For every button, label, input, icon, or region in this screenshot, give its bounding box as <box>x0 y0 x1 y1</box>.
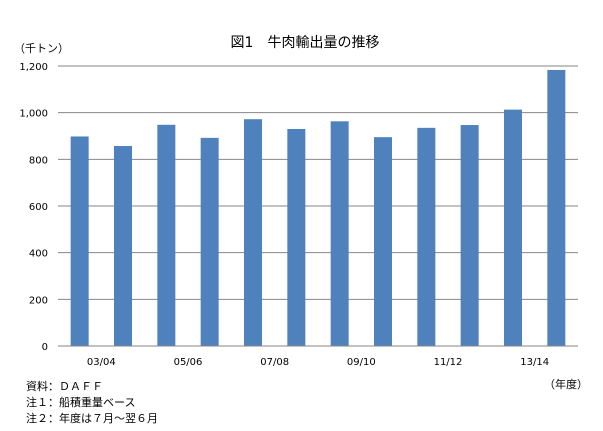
bar <box>70 136 89 346</box>
y-tick-label: 0 <box>42 342 48 353</box>
x-tick-label: 11/12 <box>434 357 463 368</box>
bar <box>287 129 306 346</box>
x-tick-label: 09/10 <box>347 357 376 368</box>
x-tick-labels: 03/04 05/06 07/08 09/10 11/12 13/14 <box>87 357 549 368</box>
x-tick-label: 03/04 <box>87 357 116 368</box>
note-2: 注２：年度は７月～翌６月 <box>26 411 158 425</box>
bars <box>70 69 566 347</box>
gridlines <box>58 65 578 300</box>
y-tick-label: 1,200 <box>19 62 48 73</box>
bar <box>504 109 522 346</box>
bar <box>547 69 566 346</box>
y-tick-label: 400 <box>29 249 48 260</box>
source-note: 資料：ＤＡＦＦ <box>26 379 103 393</box>
y-tick-label: 800 <box>29 155 48 166</box>
bar <box>200 137 219 346</box>
y-tick-labels: 0 200 400 600 800 1,000 1,200 <box>19 62 48 353</box>
x-tick-label: 13/14 <box>520 357 549 368</box>
note-1: 注１：船積重量ベース <box>26 395 135 409</box>
y-tick-label: 1,000 <box>19 109 48 120</box>
bar <box>244 119 262 346</box>
x-tick-label: 05/06 <box>174 357 203 368</box>
x-axis-unit: （年度） <box>544 377 588 391</box>
bar <box>374 137 392 346</box>
chart-title: 図1 牛肉輸出量の推移 <box>231 35 380 51</box>
bar <box>157 124 176 346</box>
y-tick-label: 600 <box>29 202 48 213</box>
bar <box>330 121 349 346</box>
y-axis-unit: （千トン） <box>14 42 69 55</box>
bar <box>417 127 436 346</box>
bar <box>460 125 479 347</box>
bar <box>114 146 132 346</box>
x-tick-label: 07/08 <box>260 357 289 368</box>
y-tick-label: 200 <box>29 295 48 306</box>
